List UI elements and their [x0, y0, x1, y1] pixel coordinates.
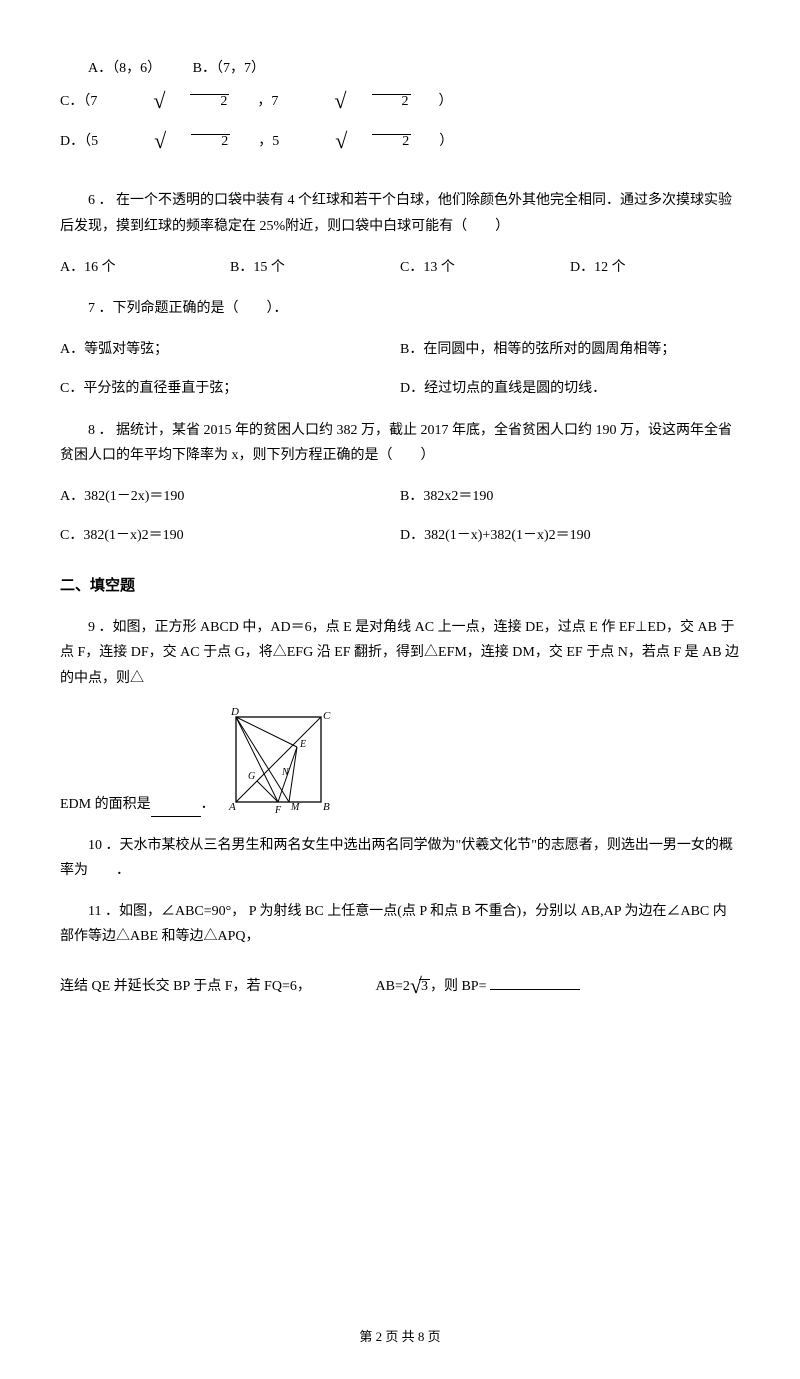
q8-opt-a: A．382(1－2x)＝190 [60, 484, 400, 509]
q7-opt-d: D．经过切点的直线是圆的切线． [400, 376, 740, 401]
q10-text: 10 ．天水市某校从三名男生和两名女生中选出两名同学做为"伏羲文化节"的志愿者，… [60, 833, 740, 883]
q8-opt-b: B．382x2＝190 [400, 484, 740, 509]
svg-text:E: E [299, 739, 306, 750]
q5-opt-b: B．（7，7） [193, 61, 265, 76]
svg-text:F: F [274, 805, 282, 816]
q5-opt-d: D．（5√2，5√2） [60, 134, 481, 149]
q5-opt-a: A．（8，6） [88, 61, 161, 76]
q8-options: A．382(1－2x)＝190 B．382x2＝190 C．382(1－x)2＝… [60, 484, 740, 548]
q6-text: 6 ． 在一个不透明的口袋中装有 4 个红球和若干个白球，他们除颜色外其他完全相… [60, 188, 740, 238]
sqrt-icon: √ [125, 81, 165, 121]
q6-opt-c: C．13 个 [400, 255, 570, 280]
page-content: A．（8，6） B．（7，7） C．（7√2，7√2） D．（5√2，5√2） … [0, 0, 800, 1379]
q8-opt-d: D．382(1－x)+382(1－x)2＝190 [400, 523, 740, 548]
q6-opt-d: D．12 个 [570, 255, 740, 280]
q9-line2: EDM 的面积是 ． D C A B E F G M N [60, 707, 740, 817]
q7-text: 7 ．下列命题正确的是（ ）． [60, 296, 740, 321]
q9-blank [151, 802, 201, 817]
svg-text:A: A [228, 801, 236, 813]
q7-options: A．等弧对等弦； B．在同圆中，相等的弦所对的圆周角相等； C．平分弦的直径垂直… [60, 337, 740, 401]
q11-text3: AB=2√3，则 BP= [376, 979, 490, 994]
q11-blank [490, 975, 580, 990]
q8-opt-c: C．382(1－x)2＝190 [60, 523, 400, 548]
q6-opt-b: B．15 个 [230, 255, 400, 280]
q8-text: 8 ． 据统计，某省 2015 年的贫困人口约 382 万，截止 2017 年底… [60, 418, 740, 468]
svg-text:M: M [290, 802, 300, 813]
q7-opt-c: C．平分弦的直径垂直于弦； [60, 376, 400, 401]
svg-text:B: B [323, 801, 330, 813]
q5-options: A．（8，6） B．（7，7） C．（7√2，7√2） D．（5√2，5√2） [60, 56, 740, 160]
q11-line2: 连结 QE 并延长交 BP 于点 F，若 FQ=6， AB=2√3，则 BP= [60, 966, 740, 1006]
svg-text:D: D [230, 707, 239, 718]
q9-figure: D C A B E F G M N [221, 707, 336, 817]
svg-text:G: G [248, 771, 255, 782]
sqrt-icon: √ [306, 81, 346, 121]
q11-text1: 11 ．如图，∠ABC=90°， P 为射线 BC 上任意一点(点 P 和点 B… [60, 899, 740, 949]
svg-text:N: N [281, 767, 290, 778]
sqrt-icon: √ [126, 121, 166, 161]
q9-text3: ． [201, 792, 215, 817]
svg-text:C: C [323, 710, 331, 722]
q7-opt-b: B．在同圆中，相等的弦所对的圆周角相等； [400, 337, 740, 362]
q5-opt-c: C．（7√2，7√2） [60, 94, 481, 109]
q6-options: A．16 个 B．15 个 C．13 个 D．12 个 [60, 255, 740, 280]
q7-opt-a: A．等弧对等弦； [60, 337, 400, 362]
section-fill-blank: 二、填空题 [60, 572, 740, 599]
q9-text2: EDM 的面积是 [60, 792, 151, 817]
sqrt-icon: √ [307, 121, 347, 161]
page-footer: 第 2 页 共 8 页 [60, 1325, 740, 1348]
q6-opt-a: A．16 个 [60, 255, 230, 280]
q9-text1: 9 ．如图，正方形 ABCD 中，AD＝6，点 E 是对角线 AC 上一点，连接… [60, 615, 740, 691]
